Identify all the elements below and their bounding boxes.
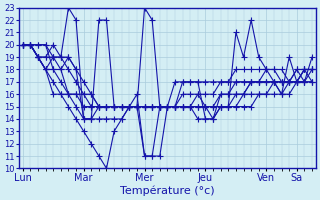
X-axis label: Température (°c): Température (°c) <box>120 185 215 196</box>
